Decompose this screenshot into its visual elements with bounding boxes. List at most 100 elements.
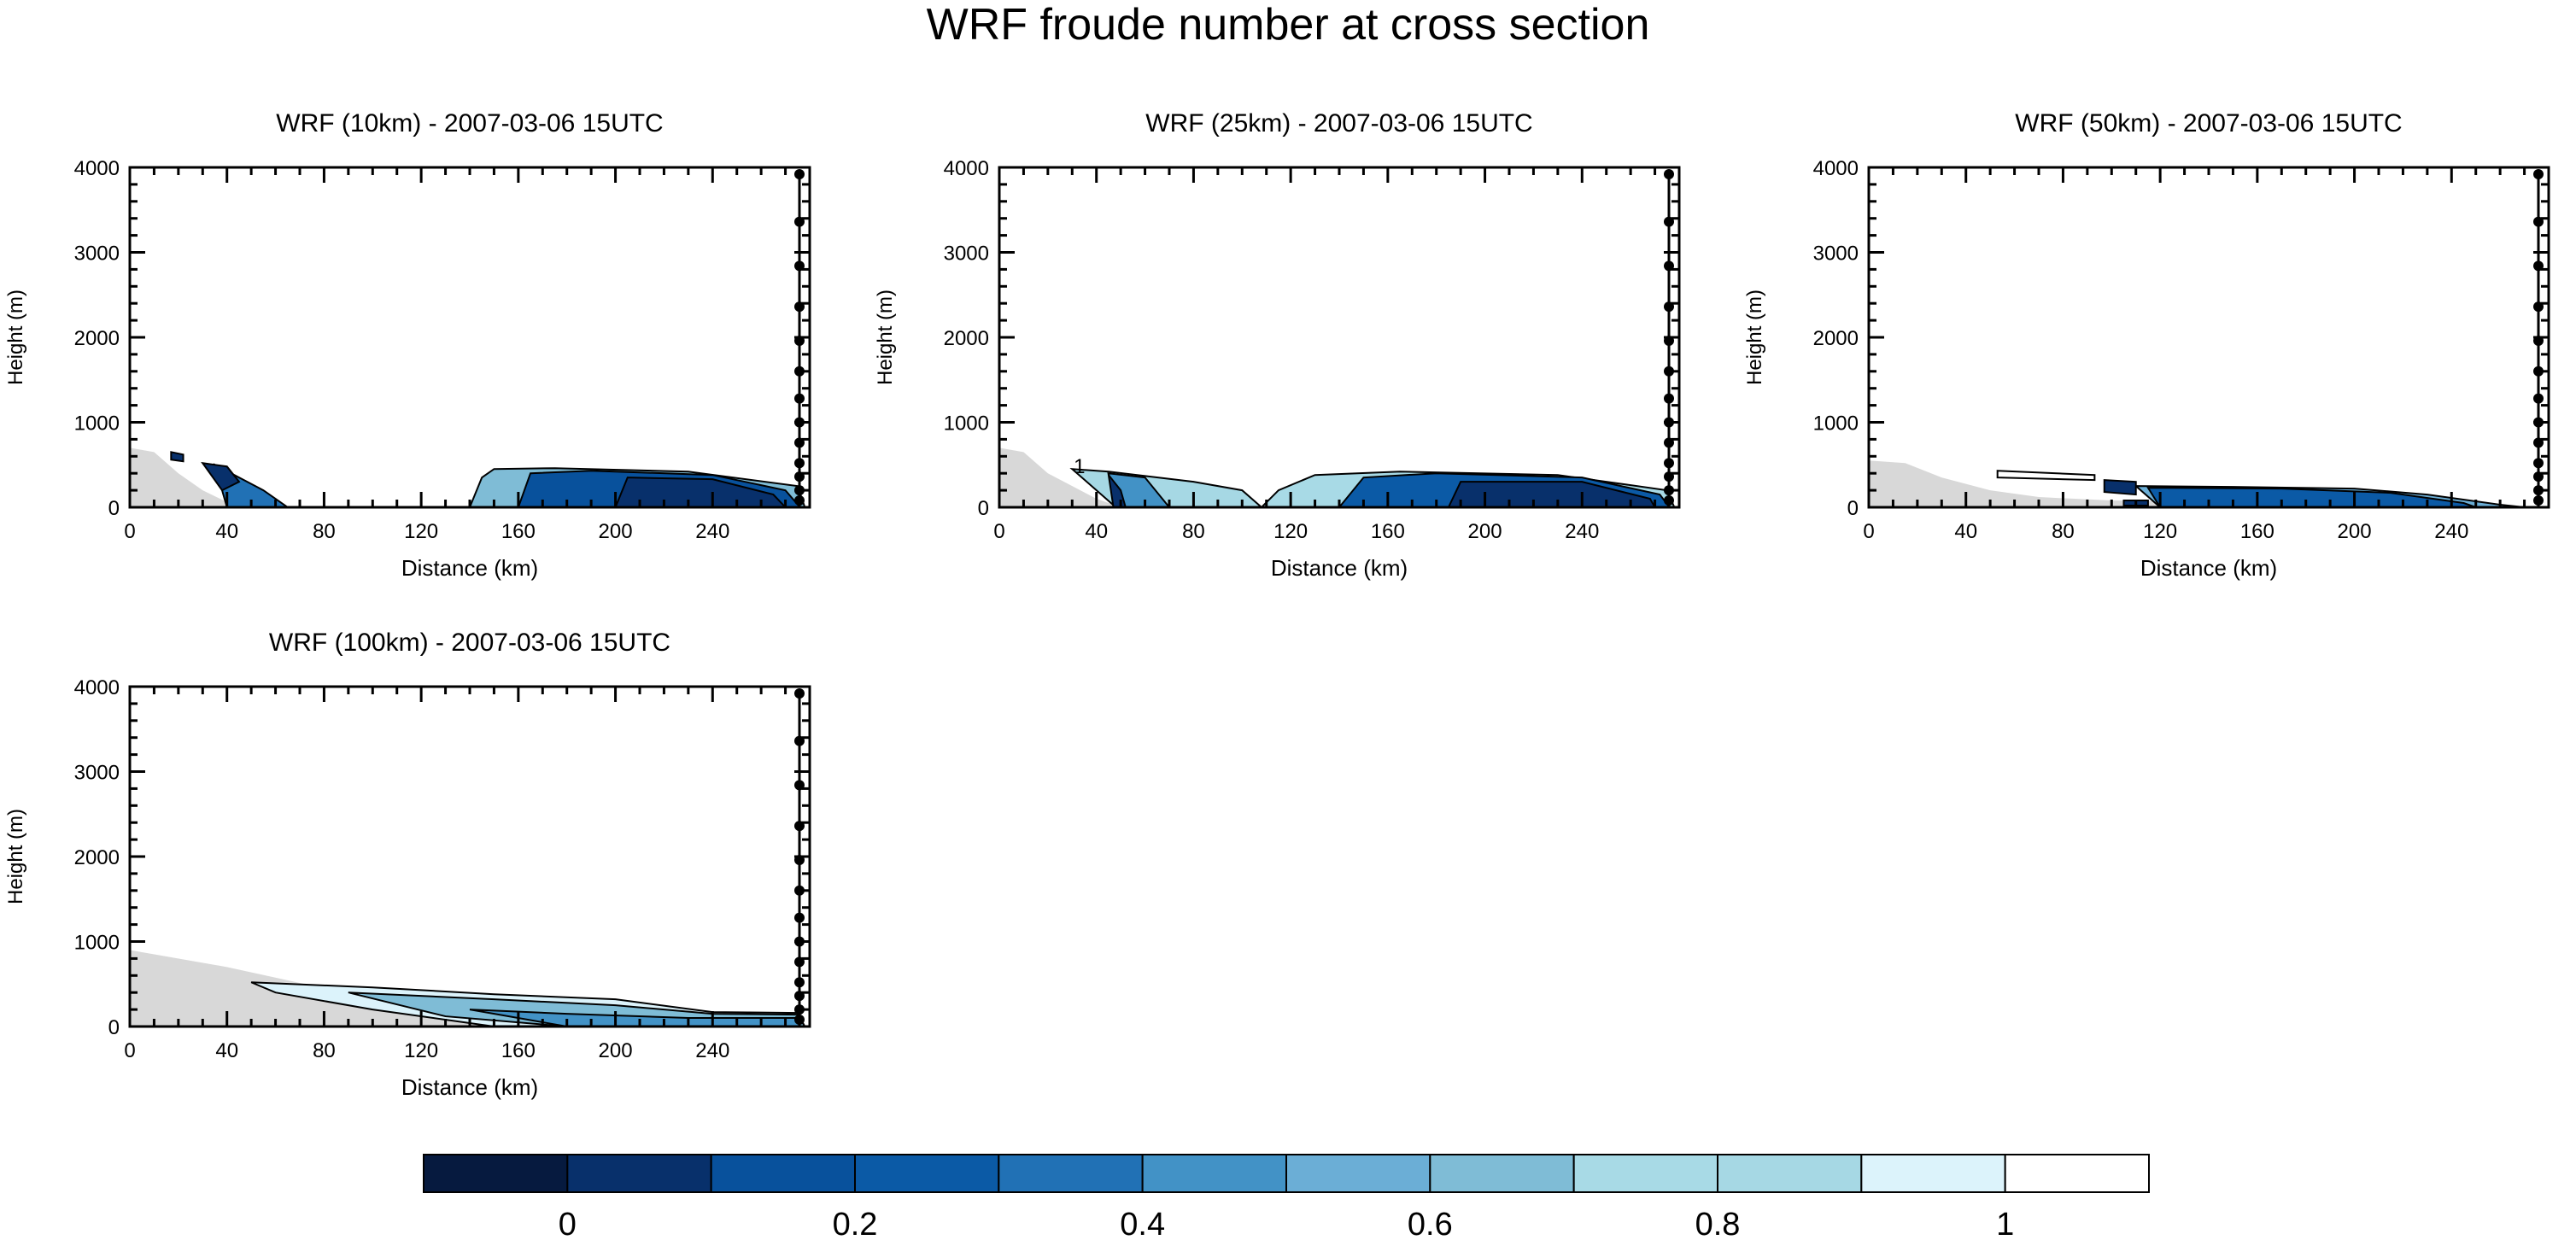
y-tick-label: 3000: [74, 762, 120, 785]
terrain-fill: [130, 950, 810, 1027]
x-tick-label: 80: [2052, 520, 2075, 543]
colorbar-box: [1141, 1154, 1287, 1193]
profile-dot: [794, 458, 805, 469]
profile-dot: [794, 495, 805, 506]
x-tick-label: 0: [124, 520, 135, 543]
x-tick-label: 40: [215, 520, 238, 543]
x-tick-label: 80: [1182, 520, 1205, 543]
profile-dot: [794, 366, 805, 377]
x-tick-label: 240: [1565, 520, 1599, 543]
colorbar-box: [423, 1154, 569, 1193]
x-tick-label: 160: [2240, 520, 2274, 543]
panel-title: WRF (25km) - 2007-03-06 15UTC: [1145, 109, 1532, 137]
profile-dot: [794, 912, 805, 923]
contour-region: [1107, 471, 1127, 507]
x-tick-label: 0: [993, 520, 1004, 543]
profile-dot: [1664, 495, 1674, 506]
terrain-fill: [999, 447, 1679, 507]
contour-region: [201, 461, 241, 492]
contour-region: [614, 477, 787, 507]
plot-area: [130, 168, 810, 507]
x-tick-label: 200: [599, 520, 633, 543]
x-tick-label: 120: [404, 1039, 438, 1062]
panel-title: WRF (50km) - 2007-03-06 15UTC: [2015, 109, 2402, 137]
panel-2: WRF (50km) - 2007-03-06 15UTC 0 40 80 120 160…: [1743, 109, 2550, 581]
x-axis-label: Distance (km): [401, 555, 538, 581]
colorbar: 0 0.2 0.4 0.6 0.8 1: [423, 1154, 2151, 1240]
x-tick-label: 240: [695, 1039, 729, 1062]
y-axis-label: Height (m): [1743, 290, 1766, 385]
profile-dot: [1664, 366, 1674, 377]
profile-dot: [794, 393, 805, 404]
contour-region: [1996, 470, 2096, 482]
terrain-fill: [130, 447, 810, 507]
y-tick-label: 2000: [74, 327, 120, 350]
y-tick-label: 2000: [74, 846, 120, 869]
colorbar-box: [1285, 1154, 1431, 1193]
x-tick-label: 120: [2143, 520, 2177, 543]
y-axis-label: Height (m): [874, 290, 897, 385]
colorbar-box: [1429, 1154, 1575, 1193]
x-tick-label: 200: [599, 1039, 633, 1062]
y-tick-label: 0: [108, 1016, 120, 1039]
plot-frame: [998, 166, 1681, 509]
colorbar-box: [1860, 1154, 2006, 1193]
x-tick-label: 0: [124, 1039, 135, 1062]
x-tick-label: 0: [1863, 520, 1874, 543]
x-axis-label: Distance (km): [2140, 555, 2277, 581]
profile-dot: [2533, 495, 2544, 506]
panel-title: WRF (10km) - 2007-03-06 15UTC: [276, 109, 663, 137]
plot-area: [130, 687, 810, 1027]
x-tick-label: 160: [501, 1039, 536, 1062]
y-tick-label: 4000: [944, 157, 989, 180]
profile-dot: [1664, 458, 1674, 469]
profile-dot: [794, 1004, 805, 1015]
colorbar-label: 0.4: [1120, 1207, 1165, 1240]
colorbar-box: [854, 1154, 1000, 1193]
panel-1: WRF (25km) - 2007-03-06 15UTC 1 0 40 80 120 16…: [874, 109, 1681, 581]
profile-dot: [1664, 168, 1674, 179]
x-tick-label: 200: [1468, 520, 1502, 543]
profile-dot: [794, 687, 805, 699]
profile-dot: [2533, 168, 2544, 179]
profile-dot: [2533, 366, 2544, 377]
x-tick-label: 120: [404, 520, 438, 543]
y-tick-label: 1000: [74, 412, 120, 436]
profile-dot: [794, 168, 805, 179]
contour-region: [2146, 487, 2477, 507]
y-tick-label: 3000: [1813, 243, 1859, 266]
x-tick-label: 40: [1085, 520, 1108, 543]
y-tick-label: 4000: [1813, 157, 1859, 180]
x-axis-label: Distance (km): [401, 1074, 538, 1100]
y-tick-label: 3000: [74, 243, 120, 266]
colorbar-box: [566, 1154, 712, 1193]
colorbar-box: [1572, 1154, 1718, 1193]
colorbar-box: [998, 1154, 1144, 1193]
colorbar-label: 1: [1996, 1207, 2014, 1240]
contour-label: 1: [1074, 455, 1085, 478]
profile-dot: [794, 885, 805, 896]
x-tick-label: 160: [501, 520, 536, 543]
colorbar-box: [1717, 1154, 1863, 1193]
y-tick-label: 1000: [1813, 412, 1859, 436]
y-tick-label: 2000: [944, 327, 989, 350]
profile-dot: [2533, 393, 2544, 404]
plot-frame: [1867, 166, 2550, 509]
contour-region: [170, 451, 184, 463]
x-tick-label: 40: [215, 1039, 238, 1062]
colorbar-label: 0.6: [1408, 1207, 1453, 1240]
y-tick-label: 1000: [74, 932, 120, 955]
colorbar-box: [710, 1154, 857, 1193]
colorbar-label: 0: [559, 1207, 577, 1240]
x-tick-label: 200: [2338, 520, 2372, 543]
panel-title: WRF (100km) - 2007-03-06 15UTC: [269, 629, 670, 657]
x-tick-label: 240: [695, 520, 729, 543]
figure-title: WRF froude number at cross section: [927, 0, 1650, 50]
panels: WRF (10km) - 2007-03-06 15UTC 0 40 80 120 160…: [4, 109, 2550, 1100]
x-tick-label: 80: [313, 520, 336, 543]
y-tick-label: 4000: [74, 157, 120, 180]
y-tick-label: 4000: [74, 676, 120, 699]
colorbar-label: 0.8: [1695, 1207, 1741, 1240]
y-tick-label: 3000: [944, 243, 989, 266]
